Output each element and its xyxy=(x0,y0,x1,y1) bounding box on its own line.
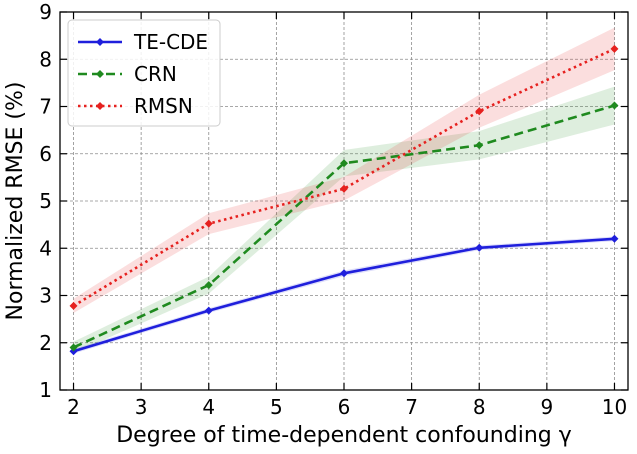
crn-point xyxy=(204,281,213,290)
x-tick-label: 7 xyxy=(405,395,418,419)
crn-point xyxy=(340,159,348,168)
y-tick-label: 6 xyxy=(39,142,52,166)
x-tick-label: 10 xyxy=(602,395,627,419)
te-cde-point xyxy=(475,243,484,252)
y-axis-label: Normalized RMSE (%) xyxy=(3,82,28,321)
x-tick-label: 2 xyxy=(67,395,80,419)
x-tick-label: 6 xyxy=(338,395,351,419)
legend-te-cde-label: TE-CDE xyxy=(133,30,208,54)
ticks xyxy=(60,11,628,391)
y-tick-label: 2 xyxy=(39,331,52,355)
legend-rmsn-label: RMSN xyxy=(134,94,193,118)
crn-point xyxy=(475,141,484,150)
y-tick-label: 5 xyxy=(39,189,52,213)
rmsn-band xyxy=(73,27,615,313)
x-tick-label: 4 xyxy=(202,395,215,419)
y-tick-label: 4 xyxy=(39,236,52,260)
rmsn-point xyxy=(475,107,484,116)
x-axis-label: Degree of time-dependent confounding γ xyxy=(116,423,572,448)
y-tick-label: 7 xyxy=(39,95,52,119)
te-cde-point xyxy=(204,306,213,315)
te-cde-point xyxy=(610,234,619,243)
y-tick-label: 9 xyxy=(39,0,52,24)
legend-box xyxy=(67,19,221,127)
legend-crn-label: CRN xyxy=(134,62,177,86)
legend-rmsn-marker xyxy=(96,102,104,110)
rmsn-point xyxy=(340,184,348,193)
y-tick-label: 1 xyxy=(39,378,52,402)
rmsn-point xyxy=(610,44,619,53)
legend-te-cde-marker xyxy=(96,38,104,46)
x-tick-label: 9 xyxy=(540,395,553,419)
y-tick-label: 3 xyxy=(39,284,52,308)
x-tick-label: 3 xyxy=(135,395,148,419)
legend-crn-marker xyxy=(96,70,104,78)
te-cde-point xyxy=(340,269,348,278)
series-markers xyxy=(69,44,619,356)
legend: TE-CDE CRN RMSN xyxy=(67,19,221,127)
y-tick-label: 8 xyxy=(39,47,52,71)
rmsn-point xyxy=(69,301,78,310)
x-tick-label: 5 xyxy=(270,395,283,419)
rmsn-point xyxy=(204,219,213,228)
x-tick-label: 8 xyxy=(473,395,486,419)
crn-point xyxy=(69,343,78,352)
crn-point xyxy=(610,101,619,110)
